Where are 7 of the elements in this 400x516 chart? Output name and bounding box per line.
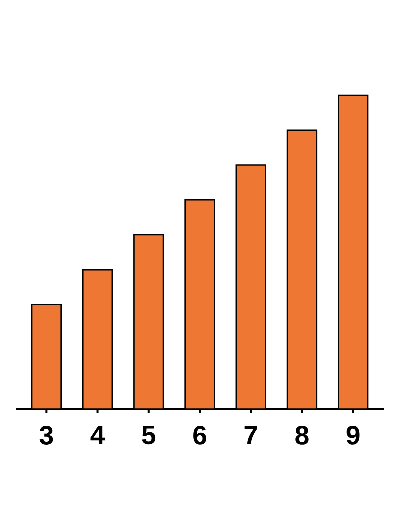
x-tick-label: 7 bbox=[244, 426, 258, 444]
x-tick-label: 4 bbox=[90, 426, 106, 444]
x-tick-label: 3 bbox=[40, 426, 54, 445]
x-tick-label: 9 bbox=[346, 426, 360, 445]
x-tick-label: 8 bbox=[296, 426, 309, 445]
x-tick-label: 6 bbox=[194, 426, 206, 445]
x-tick-label: 5 bbox=[142, 426, 156, 445]
